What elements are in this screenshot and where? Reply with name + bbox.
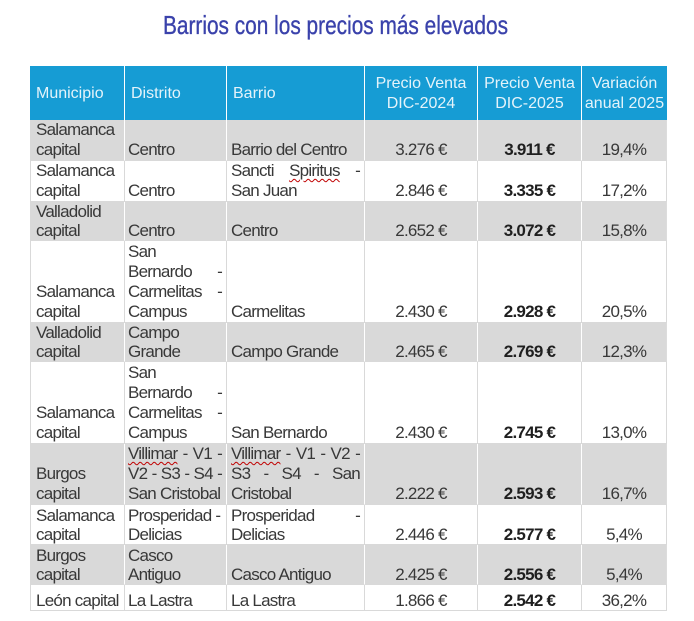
svg-text:Barrios con los precios más el: Barrios con los precios más elevados	[163, 10, 508, 40]
